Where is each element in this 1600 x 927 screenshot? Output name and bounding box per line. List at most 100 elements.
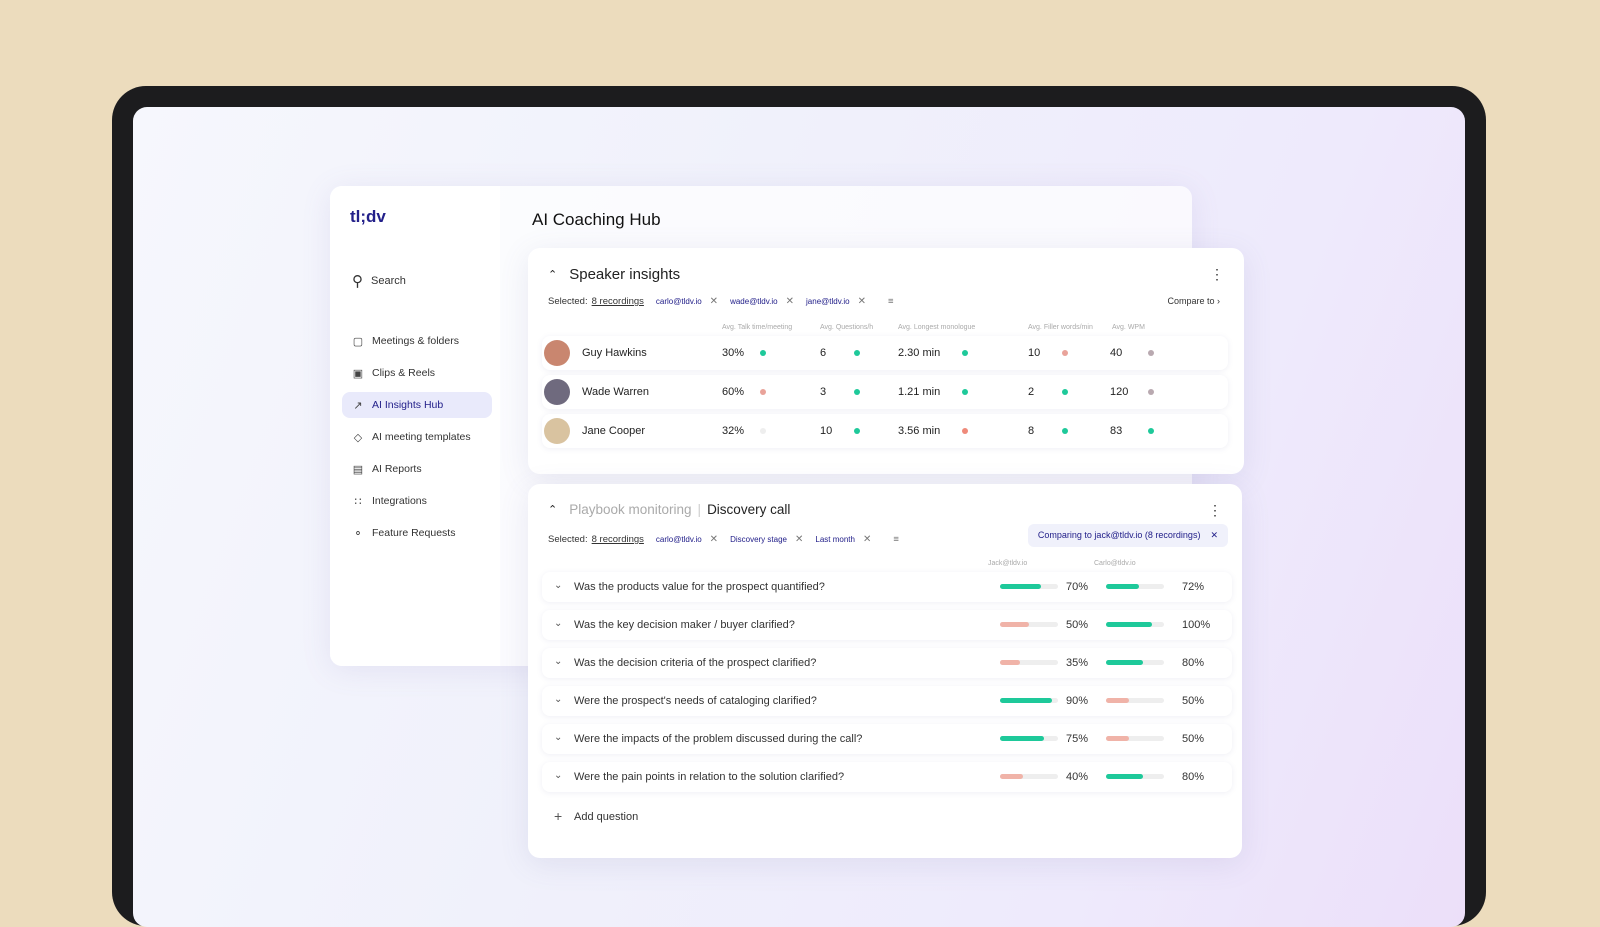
filter-chip[interactable]: jane@tldv.io ✕ [806,296,866,307]
column-header: Avg. Longest monologue [898,324,976,331]
status-dot [854,428,860,434]
status-dot [760,428,766,434]
metric-value: 1.21 min [898,386,941,398]
progress-bar [1106,660,1164,665]
comparing-chip[interactable]: Comparing to jack@tldv.io (8 recordings)… [1027,524,1228,547]
sidebar-item-label: AI meeting templates [372,431,471,443]
tag-icon: ◇ [353,431,363,444]
progress-bar [1000,660,1058,665]
chevron-down-icon[interactable]: ⌄ [554,694,563,705]
compare-to-button[interactable]: Compare to › [1167,296,1220,306]
sidebar-item-label: AI Insights Hub [372,399,444,411]
metric-value: 2.30 min [898,347,941,359]
chevron-right-icon: › [1217,296,1220,306]
sidebar-item[interactable]: ⚬ Feature Requests [342,520,492,546]
progress-bar [1106,622,1164,627]
metric-value: 8 [1028,425,1035,437]
sidebar-item-label: Integrations [372,495,427,507]
filter-chip[interactable]: wade@tldv.io ✕ [730,296,794,307]
close-icon[interactable]: ✕ [857,296,866,307]
speaker-name: Guy Hawkins [582,347,647,359]
chip-label: wade@tldv.io [730,297,778,306]
chevron-down-icon[interactable]: ⌄ [554,770,563,781]
playbook-card: ⌃ Playbook monitoring | Discovery call ⋮ Se… [528,484,1242,858]
chip-label: carlo@tldv.io [655,535,702,544]
question-row[interactable]: ⌄ Was the products value for the prospect… [542,572,1232,602]
filter-chip[interactable]: carlo@tldv.io ✕ [656,296,718,307]
progress-bar [1106,736,1164,741]
more-icon[interactable]: ⋮ [1210,266,1224,282]
filter-chip[interactable]: Last month ✕ [815,534,871,545]
percent-value: 80% [1182,771,1205,783]
chevron-down-icon[interactable]: ⌄ [554,656,563,667]
sidebar-item[interactable]: ↗ AI Insights Hub [342,392,492,418]
chip-label: carlo@tldv.io [655,297,702,306]
close-icon[interactable]: ✕ [709,296,719,307]
logo: tl;dv [350,207,386,226]
close-icon[interactable]: ✕ [709,534,719,545]
close-icon[interactable]: ✕ [862,534,872,545]
playbook-title: Discovery call [707,502,791,517]
question-text: Was the key decision maker / buyer clari… [574,619,795,631]
table-row[interactable]: Jane Cooper 32% 10 3.56 min 8 83 [542,414,1228,448]
percent-value: 72% [1182,581,1205,593]
question-text: Was the products value for the prospect … [574,581,825,593]
column-header: Carlo@tldv.io [1094,560,1136,567]
progress-bar [1000,698,1058,703]
clapper-icon: ▣ [352,367,364,380]
status-dot [1148,428,1154,434]
percent-value: 50% [1182,733,1205,745]
filter-icon[interactable]: ≡ [893,534,899,545]
metric-value: 60% [722,386,745,398]
status-dot [962,428,968,434]
video-icon: ▢ [352,335,364,348]
close-icon[interactable]: ✕ [785,296,795,307]
collapse-icon[interactable]: ⌃ [548,269,558,281]
metric-value: 40 [1110,347,1123,359]
metric-value: 10 [820,425,833,437]
status-dot [962,389,968,395]
question-row[interactable]: ⌄ Was the key decision maker / buyer clar… [542,610,1232,640]
compare-label: Compare to [1167,296,1215,306]
sidebar [330,186,500,666]
playbook-label: Playbook monitoring [569,502,692,517]
search-button[interactable]: ⚲ Search [352,272,406,290]
status-dot [760,350,766,356]
bulb-icon: ⚬ [353,527,363,540]
chevron-down-icon[interactable]: ⌄ [554,618,563,629]
sidebar-item[interactable]: ▤ AI Reports [342,456,492,482]
sidebar-item[interactable]: ▢ Meetings & folders [342,328,492,354]
more-icon[interactable]: ⋮ [1208,502,1222,518]
recordings-link[interactable]: 8 recordings [591,534,644,545]
percent-value: 80% [1182,657,1205,669]
close-icon[interactable]: ✕ [1210,530,1218,540]
comparing-label: Comparing to jack@tldv.io (8 recordings) [1037,530,1201,540]
table-row[interactable]: Wade Warren 60% 3 1.21 min 2 120 [542,375,1228,409]
add-question-button[interactable]: + Add question [542,802,1232,832]
sidebar-item[interactable]: ▣ Clips & Reels [342,360,492,386]
selection-bar: Selected: 8 recordings carlo@tldv.io ✕ Disco… [548,534,899,545]
question-row[interactable]: ⌄ Were the impacts of the problem discuss… [542,724,1232,754]
filter-chip[interactable]: carlo@tldv.io ✕ [656,534,718,545]
question-row[interactable]: ⌄ Were the pain points in relation to the… [542,762,1232,792]
percent-value: 40% [1066,771,1089,783]
speaker-name: Jane Cooper [582,425,645,437]
sidebar-item[interactable]: ∷ Integrations [342,488,492,514]
metric-value: 32% [722,425,745,437]
table-row[interactable]: Guy Hawkins 30% 6 2.30 min 10 40 [542,336,1228,370]
question-row[interactable]: ⌄ Was the decision criteria of the prospe… [542,648,1232,678]
percent-value: 100% [1182,619,1211,631]
question-text: Were the impacts of the problem discusse… [574,733,863,745]
chevron-down-icon[interactable]: ⌄ [554,732,563,743]
filter-chip[interactable]: Discovery stage ✕ [730,534,803,545]
question-row[interactable]: ⌄ Were the prospect's needs of cataloging… [542,686,1232,716]
percent-value: 50% [1066,619,1089,631]
chip-label: Last month [815,535,855,544]
status-dot [1062,350,1068,356]
collapse-icon[interactable]: ⌃ [548,504,558,516]
filter-icon[interactable]: ≡ [887,296,894,307]
sidebar-item[interactable]: ◇ AI meeting templates [342,424,492,450]
recordings-link[interactable]: 8 recordings [591,296,644,307]
close-icon[interactable]: ✕ [794,534,804,545]
chevron-down-icon[interactable]: ⌄ [554,580,563,591]
